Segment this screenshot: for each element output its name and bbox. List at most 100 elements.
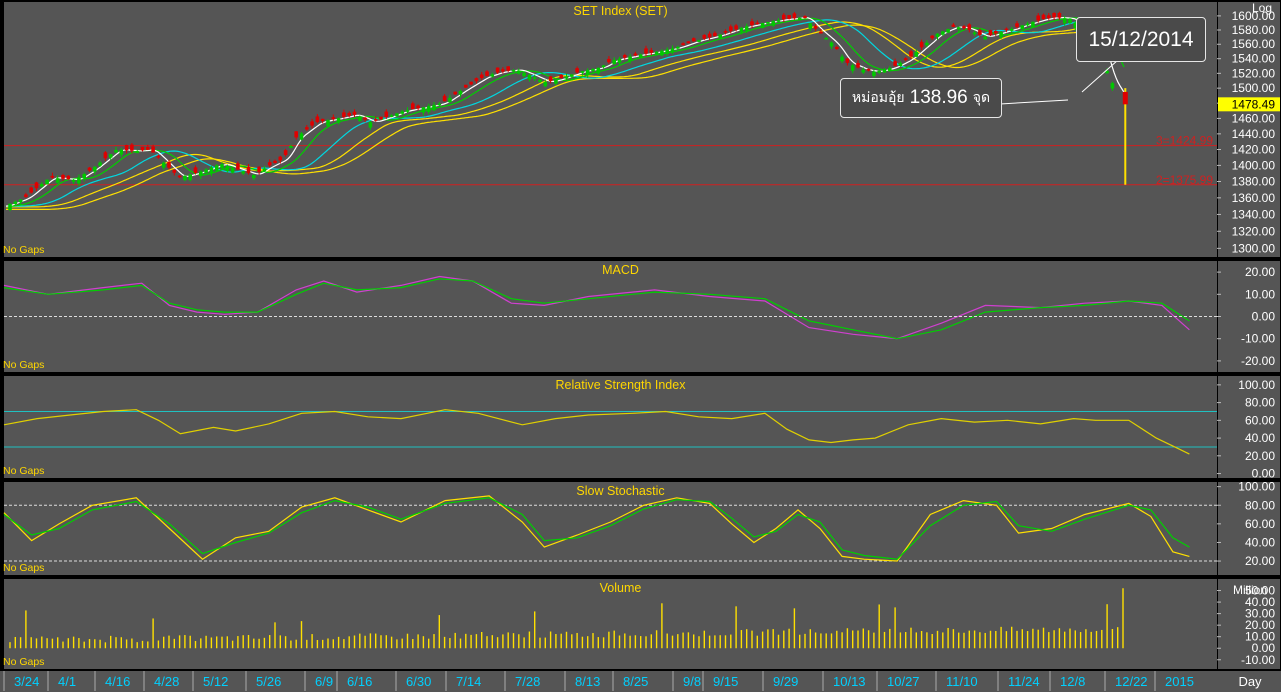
y-tick-label: 80.00 (1245, 498, 1275, 512)
candle-body (246, 166, 251, 174)
date-tick-label: 4/16 (105, 674, 130, 689)
date-tick-label: 9/15 (713, 674, 738, 689)
candle-body (850, 65, 855, 71)
series-line-0 (3, 409, 1190, 455)
date-tick-label: 9/29 (773, 674, 798, 689)
candle-body (681, 43, 685, 46)
y-tick-label: 1520.00 (1232, 66, 1276, 80)
candle-body (474, 78, 479, 82)
panel-rsi-plot-area (4, 376, 1217, 478)
candle-body (114, 149, 118, 153)
candle-body (1036, 15, 1040, 21)
candle-body (750, 21, 754, 26)
panel-title: Volume (600, 581, 642, 595)
candle-body (151, 146, 155, 153)
candle-body (967, 24, 972, 30)
candle-body (623, 55, 627, 58)
candle-body (199, 171, 203, 177)
ma-yellow (6, 21, 1125, 208)
y-tick-label: 1500.00 (1232, 81, 1276, 95)
candle-body (941, 31, 945, 35)
panel-title: Relative Strength Index (556, 378, 687, 392)
y-tick-label: -10.00 (1241, 653, 1275, 667)
candle-body (893, 61, 897, 66)
candle-body (342, 112, 346, 117)
candle-body (135, 151, 139, 154)
y-tick-label: 60.00 (1245, 517, 1275, 531)
candle-body (813, 25, 818, 29)
candle-body (919, 41, 924, 48)
date-tick-label: 5/12 (203, 674, 228, 689)
candle-body (1073, 22, 1078, 29)
candle-body (845, 58, 850, 63)
candle-body (315, 116, 320, 123)
date-tick-label: 6/16 (347, 674, 372, 689)
candle-body (564, 76, 569, 79)
y-tick-label: -20.00 (1241, 354, 1275, 368)
candle-body (617, 58, 622, 63)
series-line-0 (3, 275, 1190, 340)
ma-cyan (6, 18, 1125, 207)
candle-body (66, 175, 71, 180)
date-tick-label: 7/28 (515, 674, 540, 689)
candle-body (527, 74, 532, 80)
candle-body (538, 79, 542, 82)
candle-body (591, 68, 595, 71)
date-callout: 15/12/2014 (1076, 17, 1206, 62)
panel-stoch-axis-area (1218, 482, 1280, 575)
candle-body (930, 35, 934, 39)
candle-body (840, 56, 844, 62)
candle-body (103, 152, 108, 159)
candle-body (522, 72, 526, 77)
candle-body (713, 32, 717, 37)
candle-body (988, 30, 993, 36)
candle-body (776, 20, 781, 22)
y-tick-label: 40.00 (1245, 431, 1275, 445)
candle-body (24, 194, 28, 197)
date-tick-label: 4/28 (154, 674, 179, 689)
candle-body (320, 118, 325, 122)
candle-body (55, 178, 60, 183)
candle-body (676, 46, 680, 49)
candle-body (278, 156, 283, 161)
candle-body (1062, 18, 1067, 24)
date-tick-label: 3/24 (14, 674, 39, 689)
candle-body (649, 50, 654, 53)
drop-callout: หม่อมอุ้ย 138.96 จุด (840, 78, 1002, 118)
series-line-1 (3, 278, 1190, 340)
candle-body (146, 147, 150, 150)
candle-body (771, 21, 775, 26)
candle-body (252, 174, 256, 179)
drop-callout-value: 138.96 (909, 87, 968, 108)
candle-body (983, 36, 987, 40)
candle-body (824, 37, 828, 40)
candle-body (1015, 23, 1019, 28)
candle-body (18, 199, 23, 203)
panel-title: Slow Stochastic (576, 484, 664, 498)
candle-body (654, 51, 659, 54)
panel-vol-axis-area (1218, 579, 1280, 669)
candle-body (347, 112, 351, 116)
candle-body (739, 27, 744, 33)
candle-body (177, 175, 182, 178)
candle-body (766, 22, 770, 24)
candle-body (283, 150, 288, 156)
candle-body (34, 182, 39, 189)
candle-body (782, 14, 786, 20)
candle-body (532, 77, 537, 79)
candle-body (214, 165, 219, 171)
candle-body (389, 115, 394, 117)
candle-body (517, 70, 521, 74)
candle-body (729, 26, 733, 31)
candle-body (888, 67, 892, 71)
candle-body (978, 30, 982, 36)
candle-body (161, 162, 166, 168)
y-tick-label: 10.00 (1245, 630, 1275, 644)
candle-body (718, 34, 722, 38)
candle-body (1020, 25, 1025, 30)
candle-body (1004, 28, 1009, 31)
drop-callout-suffix: จุด (972, 89, 991, 105)
date-tick-label: 11/10 (946, 674, 978, 689)
candle-body (257, 166, 261, 172)
candle-body (866, 68, 871, 71)
